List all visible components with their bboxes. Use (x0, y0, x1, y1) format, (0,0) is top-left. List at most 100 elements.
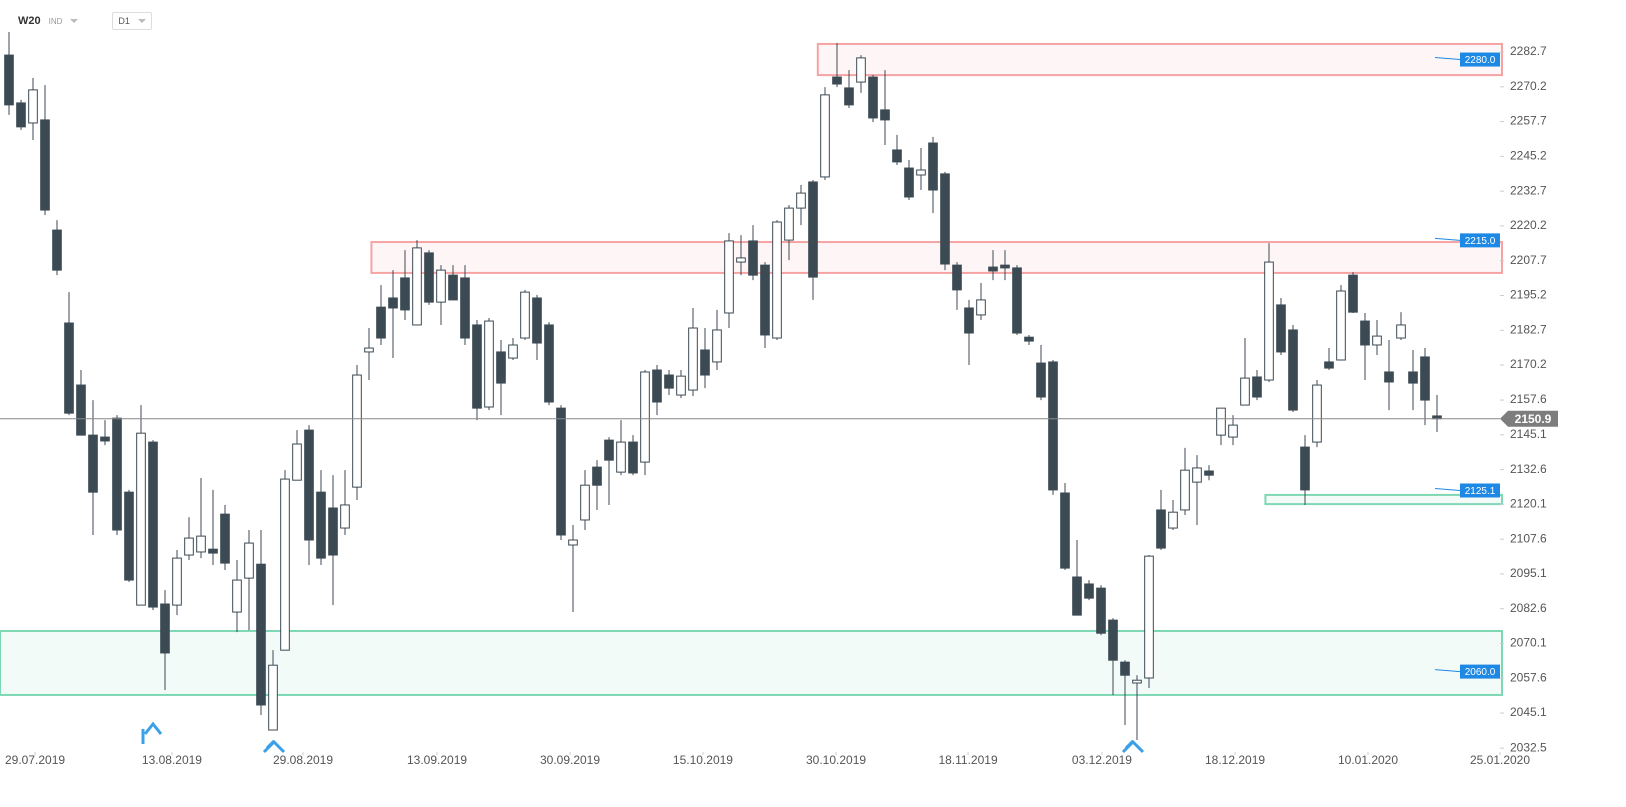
candle-body (1384, 371, 1394, 383)
candle-body (1132, 679, 1142, 684)
candle-body (1060, 492, 1070, 569)
level-label: 2060.0 (1465, 667, 1496, 678)
candle-body (1120, 661, 1130, 676)
candle-body (616, 441, 626, 473)
candle-body (172, 557, 182, 606)
candle-body (340, 504, 350, 529)
candle-body (196, 535, 206, 553)
candle-body (808, 181, 818, 278)
candle-body (1144, 555, 1154, 679)
candle-body (1312, 384, 1322, 443)
candle-body (376, 306, 386, 339)
candle-body (664, 374, 674, 389)
level-pointer (1434, 487, 1461, 491)
y-tick-label: 2157.6 (1510, 392, 1547, 406)
candle-body (688, 327, 698, 391)
candle-body (1396, 324, 1406, 339)
y-tick-label: 2282.7 (1510, 44, 1547, 58)
y-tick-label: 2032.5 (1510, 740, 1547, 754)
zone (0, 629, 1503, 696)
candle-body (964, 307, 974, 334)
candle-body (916, 169, 926, 176)
candle-body (604, 439, 614, 461)
candle-body (568, 539, 578, 546)
last-price-label: 2150.9 (1515, 412, 1552, 426)
interval-select[interactable]: D1 (112, 12, 152, 30)
candle-body (268, 664, 278, 731)
candle-body (1204, 470, 1214, 476)
x-tick-label: 03.12.2019 (1072, 753, 1132, 767)
level-label: 2280.0 (1465, 55, 1496, 66)
market-dropdown[interactable] (70, 19, 79, 23)
candle-body (1252, 376, 1262, 398)
x-tick-label: 18.12.2019 (1205, 753, 1265, 767)
candle-body (100, 436, 110, 442)
candle-body (640, 371, 650, 463)
candle-body (28, 89, 38, 124)
zone (1264, 493, 1504, 506)
zone (816, 42, 1503, 77)
level-tag (1460, 664, 1500, 679)
candle-body (364, 347, 374, 353)
y-tick-label: 2145.1 (1510, 427, 1547, 441)
candle-body (208, 548, 218, 554)
y-tick-label: 2170.2 (1510, 357, 1547, 371)
candle-body (592, 466, 602, 486)
level-pointer (1434, 57, 1461, 61)
candle-body (796, 192, 806, 209)
candle-body (124, 491, 134, 581)
x-tick-label: 18.11.2019 (938, 753, 997, 767)
candle-body (1024, 336, 1034, 342)
candle-body (88, 434, 98, 493)
candle-body (256, 563, 266, 706)
candle-body (460, 277, 470, 339)
candle-body (4, 54, 14, 106)
level-label: 2215.0 (1465, 236, 1496, 247)
candle-body (1288, 329, 1298, 411)
y-tick-label: 2070.1 (1510, 636, 1547, 650)
candle-body (1420, 356, 1430, 401)
candle-body (1000, 264, 1010, 269)
candle-body (820, 94, 830, 178)
x-tick-label: 10.01.2020 (1338, 753, 1398, 767)
candle-body (880, 109, 890, 121)
candle-body (556, 407, 566, 536)
candle-body (628, 441, 638, 474)
level-label: 2125.1 (1465, 486, 1496, 497)
candle-body (328, 507, 338, 556)
candle-body (532, 297, 542, 344)
candle-body (400, 277, 410, 311)
symbol: W20 (18, 15, 41, 27)
candle-body (244, 542, 254, 579)
candle-body (424, 252, 434, 303)
candle-body (472, 324, 482, 409)
candle-body (1216, 407, 1226, 436)
candle-body (700, 349, 710, 376)
y-tick-label: 2195.2 (1510, 288, 1547, 302)
candle-body (1072, 576, 1082, 616)
candle-body (832, 76, 842, 85)
candle-body (1264, 261, 1274, 381)
arrow-up (262, 739, 286, 754)
candle-body (16, 102, 26, 128)
arrow-up (141, 721, 163, 744)
candle-body (940, 173, 950, 265)
plot (0, 31, 1504, 741)
candle-body (1276, 304, 1286, 353)
candle-body (760, 264, 770, 336)
y-tick-label: 2257.7 (1510, 114, 1547, 128)
level-tag (1460, 233, 1500, 248)
candle-body (844, 87, 854, 106)
candle-body (892, 149, 902, 163)
candle-body (280, 478, 290, 651)
candle-body (1372, 335, 1382, 346)
candle-body (388, 297, 398, 309)
x-tick-label: 29.07.2019 (5, 753, 65, 767)
candle-body (112, 417, 122, 531)
candle-body (1036, 362, 1046, 398)
last-price-tag (1500, 410, 1558, 427)
arrow-up (1121, 739, 1145, 754)
candle-body (352, 374, 362, 488)
